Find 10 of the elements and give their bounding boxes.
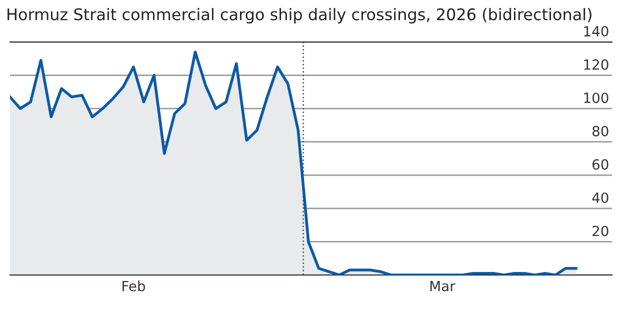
y-tick-label: 120 bbox=[584, 59, 608, 70]
y-tick-label: 40 bbox=[592, 192, 608, 203]
y-tick-label: 140 bbox=[584, 26, 608, 37]
chart-title: Hormuz Strait commercial cargo ship daily crossings, 2026 (bidirectional) bbox=[8, 8, 592, 24]
x-tick-label: Feb bbox=[122, 280, 146, 292]
y-tick-label: 80 bbox=[592, 126, 608, 136]
y-tick-label: 60 bbox=[592, 159, 608, 170]
x-tick-label: Mar bbox=[430, 280, 456, 292]
y-tick-label: 100 bbox=[584, 92, 608, 104]
y-tick-label: 20 bbox=[592, 226, 608, 236]
